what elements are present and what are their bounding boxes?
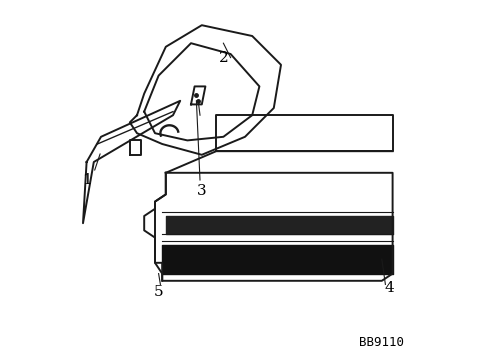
Text: 3: 3 bbox=[197, 184, 207, 198]
Text: 5: 5 bbox=[154, 285, 163, 298]
Text: 1: 1 bbox=[82, 173, 92, 187]
Text: 2: 2 bbox=[219, 51, 228, 64]
Text: BB9110: BB9110 bbox=[359, 336, 404, 348]
Text: 4: 4 bbox=[384, 281, 394, 295]
